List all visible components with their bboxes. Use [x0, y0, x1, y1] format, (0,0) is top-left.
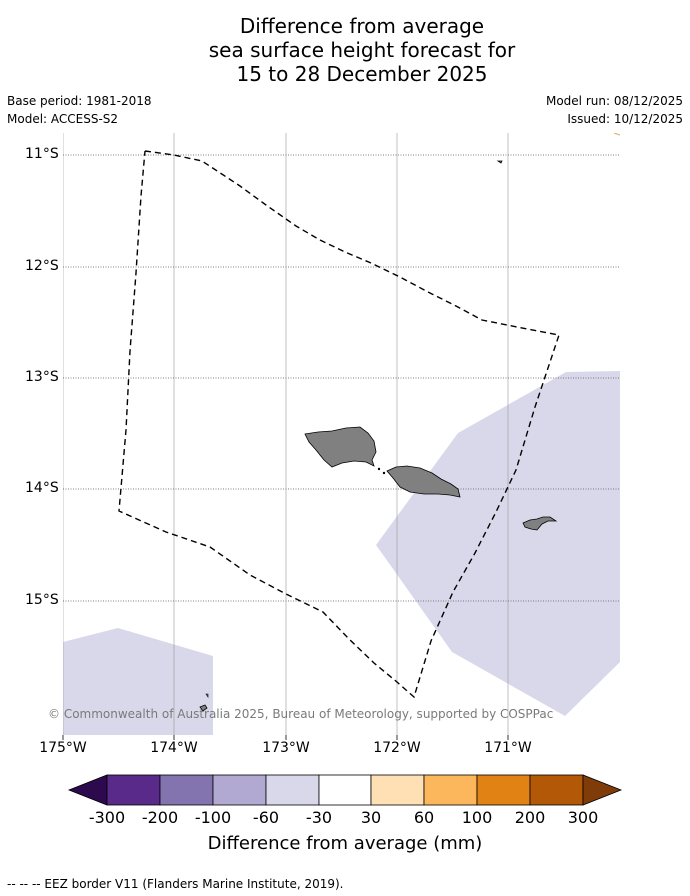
- island-upolu: [386, 465, 461, 498]
- issued-date: Issued: 10/12/2025: [567, 112, 683, 126]
- colorbar-tick-label: 60: [413, 808, 435, 827]
- eez-border: [118, 150, 560, 699]
- island-niuafoou: [199, 704, 208, 712]
- lat-label-15s: 15°S: [25, 592, 59, 608]
- title-line-2: sea surface height forecast for: [208, 38, 516, 62]
- colorbar-bin-5: [318, 774, 372, 806]
- corner-mark: [613, 133, 620, 136]
- colorbar-tick-label: -60: [252, 808, 280, 827]
- title-line-1: Difference from average: [239, 14, 485, 38]
- colorbar-bin-7: [423, 774, 478, 806]
- colorbar-extend-high: [582, 774, 623, 806]
- lon-label-175w: 175°W: [39, 740, 87, 756]
- lon-label-173w: 173°W: [262, 740, 310, 756]
- anomaly-region-southwest: [63, 628, 213, 735]
- base-period: Base period: 1981-2018: [7, 94, 152, 108]
- colorbar-bin-6: [370, 774, 425, 806]
- colorbar-bin-1: [106, 774, 161, 806]
- lat-label-14s: 14°S: [25, 480, 59, 496]
- eez-legend-footer: -- -- -- EEZ border V11 (Flanders Marine…: [7, 877, 344, 891]
- lat-label-13s: 13°S: [25, 369, 59, 385]
- islet-apolima: [377, 467, 381, 471]
- colorbar-bin-4: [265, 774, 320, 806]
- colorbar: [67, 774, 623, 806]
- lon-label-172w: 172°W: [373, 740, 421, 756]
- lat-label-12s: 12°S: [25, 258, 59, 274]
- lon-label-174w: 174°W: [150, 740, 198, 756]
- colorbar-tick-label: 200: [514, 808, 546, 827]
- colorbar-extend-low: [67, 774, 108, 806]
- islet-south: [205, 693, 209, 698]
- anomaly-region-east: [376, 371, 620, 716]
- colorbar-tick-label: 30: [360, 808, 382, 827]
- colorbar-bin-8: [476, 774, 531, 806]
- colorbar-bin-9: [529, 774, 584, 806]
- lat-label-11s: 11°S: [25, 146, 59, 162]
- islet-manono: [382, 471, 386, 475]
- model-name: Model: ACCESS-S2: [7, 112, 119, 126]
- island-small-north: [496, 160, 503, 164]
- island-tutuila: [522, 516, 558, 531]
- map-title: Difference from average sea surface heig…: [0, 14, 690, 86]
- island-savaii: [304, 426, 377, 468]
- colorbar-tick-label: -200: [141, 808, 179, 827]
- colorbar-title: Difference from average (mm): [207, 833, 483, 854]
- lon-label-171w: 171°W: [484, 740, 532, 756]
- colorbar-bin-2: [159, 774, 214, 806]
- model-run: Model run: 08/12/2025: [545, 94, 683, 108]
- colorbar-tick-label: 300: [567, 808, 599, 827]
- colorbar-tick-label: 100: [461, 808, 493, 827]
- colorbar-tick-label: -300: [88, 808, 126, 827]
- colorbar-bin-3: [212, 774, 267, 806]
- colorbar-tick-label: -30: [305, 808, 333, 827]
- colorbar-tick-label: -100: [194, 808, 232, 827]
- title-line-3: 15 to 28 December 2025: [236, 62, 488, 86]
- copyright-notice: © Commonwealth of Australia 2025, Bureau…: [48, 707, 554, 721]
